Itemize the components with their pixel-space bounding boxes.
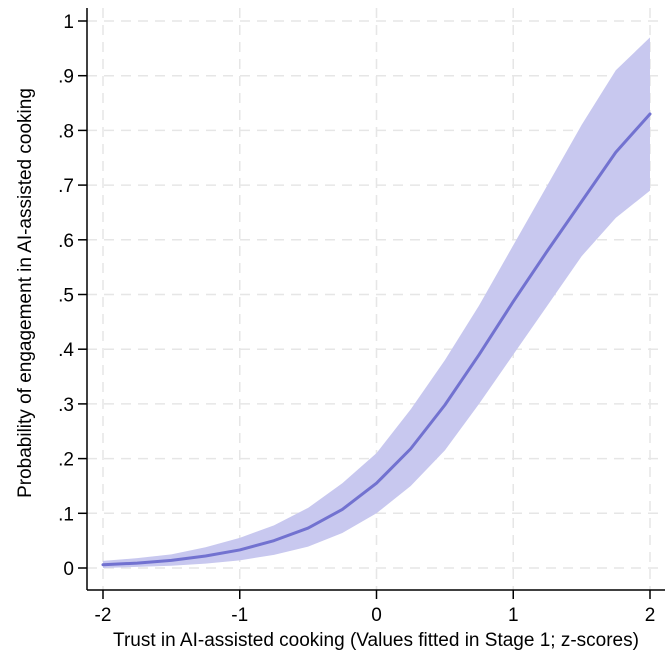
y-tick: .9: [58, 67, 87, 88]
x-axis-title: Trust in AI-assisted cooking (Values fit…: [113, 630, 639, 651]
y-tick: .3: [58, 395, 87, 416]
confidence-band: [103, 37, 650, 569]
y-tick: .1: [58, 504, 87, 525]
y-axis-ticks: 0 .1 .2 .3 .4 .5 .6 .7 .8 .9 1: [58, 12, 87, 580]
x-tick-label: -1: [231, 605, 248, 626]
x-tick-label: 0: [371, 605, 382, 626]
x-tick-label: -2: [95, 605, 112, 626]
x-axis-ticks: -2 -1 0 1 2: [95, 590, 656, 626]
y-tick-label: .3: [58, 395, 74, 416]
y-tick-label: .9: [58, 67, 74, 88]
y-tick: .2: [58, 450, 87, 471]
y-tick-label: .5: [58, 286, 74, 307]
y-tick-label: .6: [58, 231, 74, 252]
y-tick-label: .4: [58, 340, 74, 361]
x-tick: 1: [508, 590, 519, 626]
x-tick: -2: [95, 590, 112, 626]
x-tick-label: 2: [645, 605, 656, 626]
x-tick: 2: [645, 590, 656, 626]
y-tick: 1: [63, 12, 87, 33]
y-tick: .7: [58, 176, 87, 197]
fitted-probability-line: [101, 112, 652, 567]
y-tick-label: .8: [58, 121, 74, 142]
x-tick: -1: [231, 590, 248, 626]
y-tick: .8: [58, 121, 87, 142]
y-tick-label: .2: [58, 450, 74, 471]
y-tick: .5: [58, 286, 87, 307]
y-tick: .4: [58, 340, 87, 361]
y-tick-label: 1: [63, 12, 74, 33]
fitted-line-layer: [101, 112, 652, 567]
y-tick-label: .7: [58, 176, 74, 197]
x-tick-label: 1: [508, 605, 519, 626]
confidence-band-layer: [103, 37, 650, 569]
y-axis-title: Probability of engagement in AI-assisted…: [15, 88, 36, 498]
y-tick-label: 0: [63, 559, 74, 580]
y-tick-label: .1: [58, 504, 74, 525]
y-tick: .6: [58, 231, 87, 252]
y-tick: 0: [63, 559, 87, 580]
x-tick: 0: [371, 590, 382, 626]
